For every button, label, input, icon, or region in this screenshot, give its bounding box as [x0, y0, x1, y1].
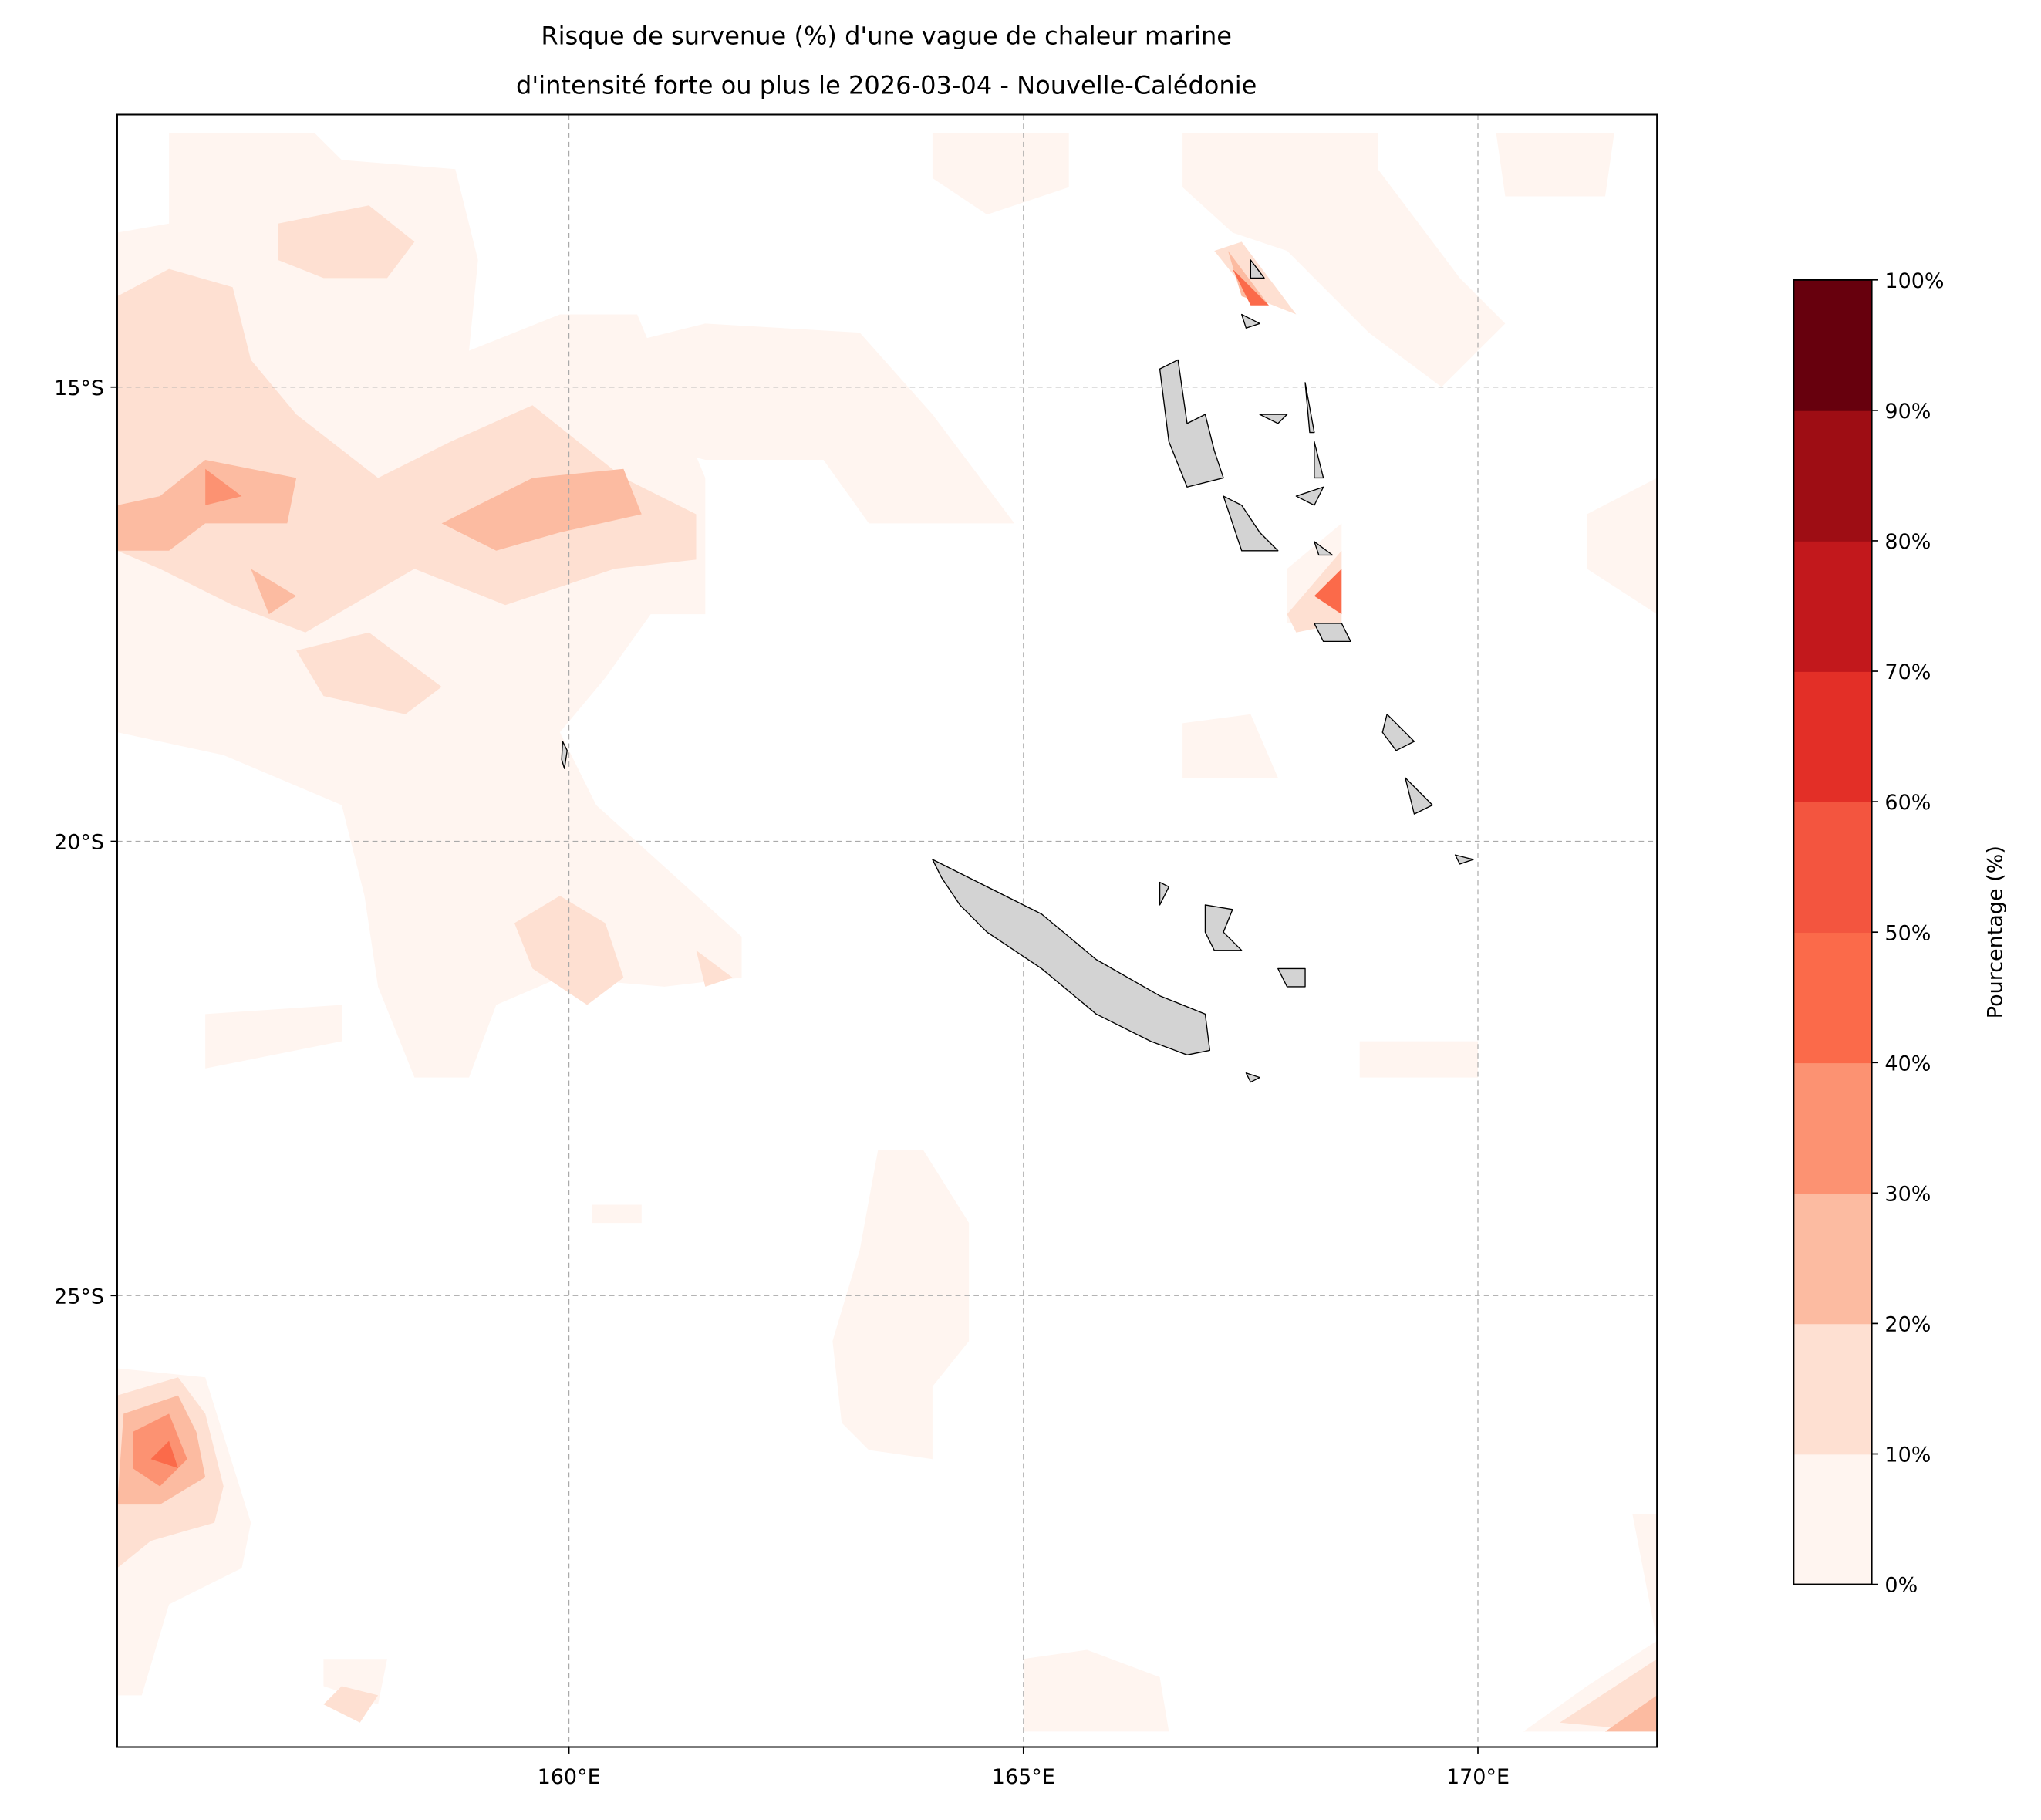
island — [1314, 623, 1351, 643]
island — [1250, 259, 1265, 279]
colorbar-tick-label: 10% — [1884, 1444, 1931, 1467]
colorbar-frame — [1793, 279, 1873, 1585]
axis-ticks: 160°E 165°E 170°E 15°S 20°S 25°S — [54, 376, 1510, 1789]
colorbar-tick-label: 50% — [1884, 921, 1931, 945]
x-tick-label: 165°E — [992, 1765, 1055, 1789]
x-tick-label: 160°E — [538, 1765, 601, 1789]
risk-contour-level-10 — [1287, 550, 1342, 633]
colorbar-swatch-50 — [1793, 802, 1872, 934]
colorbar-tick-label: 20% — [1884, 1313, 1931, 1337]
risk-contour-level-0 — [1523, 1513, 1658, 1732]
island — [1314, 441, 1324, 479]
island — [1159, 359, 1224, 488]
risk-contour-level-40 — [1232, 268, 1269, 306]
island — [1454, 854, 1474, 865]
risk-contour-level-10 — [514, 896, 624, 1005]
island — [1241, 313, 1260, 329]
colorbar-tick-label: 70% — [1884, 660, 1931, 684]
risk-contour-level-0 — [1023, 1649, 1169, 1732]
colorbar-tick-label: 100% — [1884, 269, 1944, 293]
risk-contour-level-0 — [832, 1150, 970, 1460]
colorbar-swatch-80 — [1793, 410, 1872, 542]
risk-contour-level-20 — [251, 569, 297, 615]
island — [1405, 777, 1433, 815]
risk-contour-level-10 — [696, 950, 733, 987]
colorbar-tick-label: 30% — [1884, 1182, 1931, 1206]
island — [1204, 904, 1243, 951]
island — [932, 859, 1211, 1055]
risk-contour-level-40 — [1314, 569, 1342, 615]
risk-contour-level-10 — [278, 205, 415, 279]
risk-contour-level-0 — [1182, 133, 1506, 387]
land-masses — [561, 259, 1474, 1083]
x-tick-label: 170°E — [1446, 1765, 1510, 1789]
colorbar-label: Pourcentage (%) — [1983, 846, 2007, 1018]
island — [1223, 495, 1279, 552]
risk-contour-level-0 — [1496, 133, 1614, 197]
chart-title-line1: Risque de survenue (%) d'une vague de ch… — [541, 21, 1232, 50]
risk-contour-level-40 — [150, 1440, 178, 1469]
risk-contour-level-10 — [323, 1686, 379, 1723]
y-tick-label: 15°S — [54, 376, 104, 400]
y-tick-label: 25°S — [54, 1285, 104, 1308]
risk-contour-level-0 — [205, 1005, 342, 1069]
island — [1381, 714, 1415, 751]
colorbar-tick-label: 80% — [1884, 530, 1931, 554]
risk-contour-level-20 — [441, 468, 642, 551]
risk-contour-level-0 — [591, 1204, 642, 1224]
colorbar-tick-label: 0% — [1884, 1574, 1918, 1598]
island — [1304, 382, 1315, 434]
map-plot-area — [116, 114, 1658, 1747]
risk-contour-level-0 — [323, 1659, 387, 1705]
risk-contour-level-30 — [205, 468, 242, 505]
risk-contour-level-0 — [1359, 1041, 1478, 1078]
colorbar-swatch-0 — [1793, 1454, 1872, 1585]
colorbar-swatch-10 — [1793, 1323, 1872, 1455]
colorbar-swatch-40 — [1793, 932, 1872, 1064]
risk-contour-level-20 — [116, 459, 297, 551]
risk-contour-level-10 — [116, 268, 697, 633]
island — [561, 741, 568, 769]
colorbar-tick-label: 60% — [1884, 791, 1931, 815]
island — [1314, 541, 1334, 556]
chart-title-line2: d'intensité forte ou plus le 2026-03-04 … — [516, 70, 1257, 100]
island — [1159, 881, 1170, 906]
risk-contour-level-0 — [1182, 714, 1278, 778]
risk-contour-level-10 — [296, 632, 442, 714]
map-frame — [116, 113, 1658, 1748]
island — [1277, 967, 1306, 988]
risk-contour-level-0 — [932, 133, 1069, 215]
colorbar-tick-label: 90% — [1884, 400, 1931, 424]
island — [1245, 1072, 1260, 1083]
risk-contour-level-0 — [595, 323, 1015, 524]
colorbar: 0% 10% 20% 30% 40% 50% 60% 70% 80% 90% 100% — [1793, 269, 1945, 1598]
colorbar-swatch-20 — [1793, 1193, 1872, 1325]
island — [1259, 414, 1288, 424]
colorbar-swatch-60 — [1793, 671, 1872, 802]
colorbar-tick-label: 40% — [1884, 1052, 1931, 1075]
island — [1295, 486, 1324, 506]
y-tick-label: 20°S — [54, 831, 104, 855]
colorbar-swatch-30 — [1793, 1062, 1872, 1194]
colorbar-swatch-70 — [1793, 540, 1872, 672]
colorbar-swatch-90 — [1793, 279, 1872, 411]
